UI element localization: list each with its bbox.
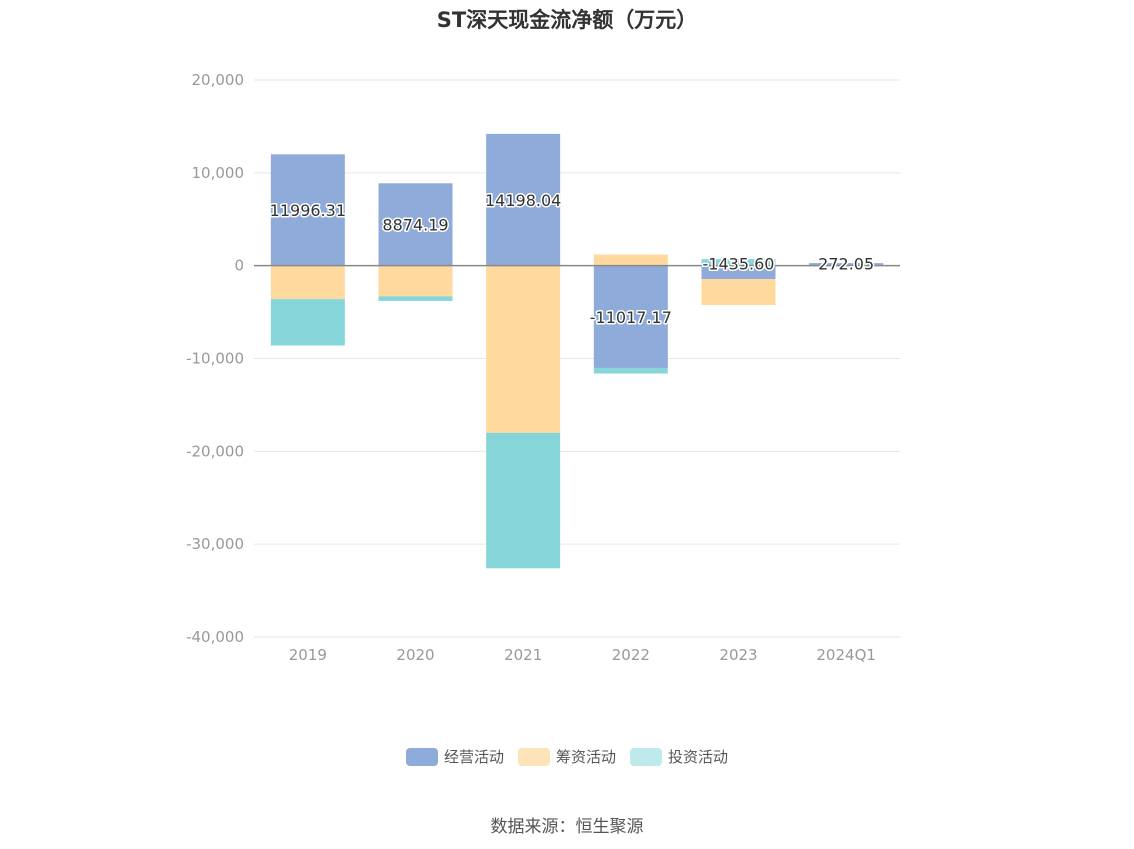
data-label: -11017.17 xyxy=(590,308,672,327)
bar-2020-series-1 xyxy=(378,265,453,297)
source-note: 数据来源：恒生聚源 xyxy=(490,817,644,837)
bar-2023-series-2 xyxy=(701,259,776,266)
bar-2021-series-0 xyxy=(486,133,561,266)
x-tick-label: 2020 xyxy=(396,646,434,664)
chart-title: ST深天现金流净额（万元） xyxy=(436,8,698,32)
bar-2024Q1-series-0 xyxy=(809,263,884,266)
y-tick-label: -40,000 xyxy=(186,628,244,646)
data-label: 272.05 xyxy=(818,255,874,274)
y-tick-label: -10,000 xyxy=(186,350,244,368)
x-tick-label: 2023 xyxy=(719,646,757,664)
legend-item[interactable]: 经营活动 xyxy=(405,746,504,767)
x-tick-label: 2019 xyxy=(289,646,327,664)
bar-2021-series-1 xyxy=(486,265,561,433)
bar-2021-series-2 xyxy=(486,432,561,569)
legend-item[interactable]: 筹资活动 xyxy=(517,746,616,767)
legend-label: 投资活动 xyxy=(668,748,729,766)
y-tick-label: 10,000 xyxy=(192,164,245,182)
bar-2022-series-2 xyxy=(593,367,668,374)
bar-2023-series-1 xyxy=(701,278,776,305)
legend-item[interactable]: 投资活动 xyxy=(630,746,728,767)
y-tick-label: 0 xyxy=(234,257,244,275)
legend-label: 经营活动 xyxy=(443,748,504,766)
bar-2019-series-0 xyxy=(270,154,345,266)
legend-swatch xyxy=(517,747,550,766)
x-tick-label: 2021 xyxy=(504,646,542,664)
legend: 经营活动 筹资活动 投资活动 xyxy=(0,746,1134,767)
x-tick-label: 2022 xyxy=(612,646,650,664)
legend-label: 筹资活动 xyxy=(555,748,616,766)
y-tick-label: 20,000 xyxy=(192,71,245,89)
bar-2023-series-0 xyxy=(701,265,776,279)
bar-2020-series-2 xyxy=(378,296,453,301)
y-tick-label: -30,000 xyxy=(186,535,244,553)
y-tick-label: -20,000 xyxy=(186,442,244,460)
bar-2019-series-1 xyxy=(270,265,345,300)
bar-2020-series-0 xyxy=(378,183,453,266)
x-tick-label: 2024Q1 xyxy=(816,646,876,664)
data-label: 11996.31 xyxy=(270,201,346,220)
bar-2022-series-1 xyxy=(593,254,668,266)
bar-2022-series-0 xyxy=(593,265,668,368)
chart-area: 20,000 10,000 0 -10,000 -20,000 -30,000 -40,00… xyxy=(186,71,900,664)
data-label: 14198.04 xyxy=(485,191,561,210)
legend-swatch xyxy=(405,747,438,766)
bar-2019-series-2 xyxy=(270,299,345,346)
legend-swatch xyxy=(630,747,662,766)
data-label: 8874.19 xyxy=(382,215,448,234)
data-label: -1435.60 xyxy=(703,255,775,274)
